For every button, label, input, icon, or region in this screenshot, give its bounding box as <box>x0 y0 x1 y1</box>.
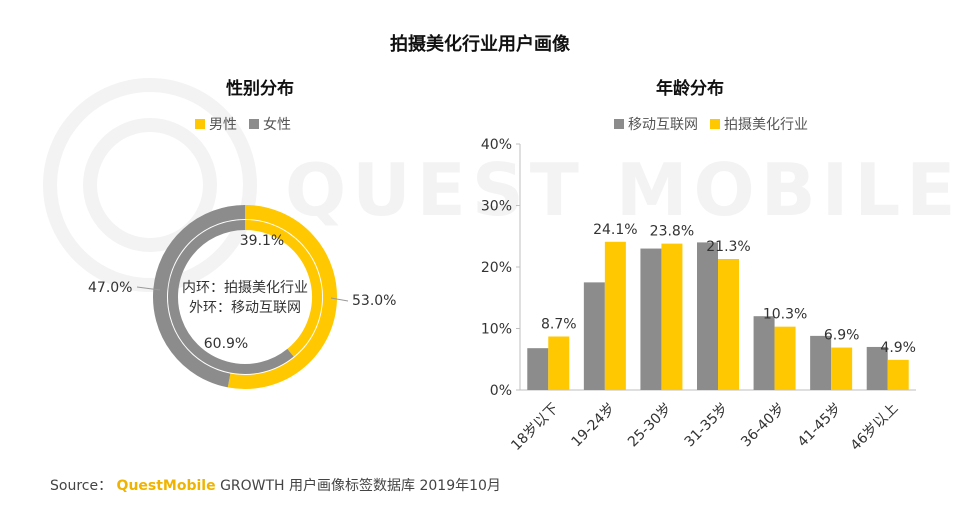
x-tick-label: 46岁以上 <box>848 400 902 454</box>
bar-photo-2 <box>661 243 683 390</box>
bar-internet-2 <box>640 248 662 390</box>
legend-swatch-gray <box>614 119 624 129</box>
y-tick-label: 30% <box>481 199 512 215</box>
outer-ring-label-female: 47.0% <box>88 280 132 296</box>
page-title: 拍摄美化行业用户画像 <box>390 34 570 55</box>
legend-swatch-gray <box>249 119 259 129</box>
bar-photo-5 <box>831 347 853 390</box>
bar-internet-1 <box>583 282 605 390</box>
bar-value-label: 8.7% <box>541 316 577 332</box>
legend-swatch-yellow <box>710 119 720 129</box>
source-label: Source： <box>50 478 113 494</box>
legend-label: 移动互联网 <box>628 117 698 133</box>
bar-value-label: 6.9% <box>824 328 860 344</box>
age-bar-chart: 0% 10% 20% 30% 40% 8.7% 18岁以下 24.1% 19-24岁 23.8% 2… <box>481 137 916 454</box>
outer-ring-slice-0 <box>227 205 337 389</box>
x-tick-label: 18岁以下 <box>508 400 562 454</box>
legend-swatch-yellow <box>195 119 205 129</box>
bar-internet-3 <box>697 242 718 390</box>
y-tick-label: 40% <box>481 137 512 153</box>
bar-internet-6 <box>866 346 888 390</box>
y-tick-label: 10% <box>481 322 512 338</box>
bar-value-label: 4.9% <box>880 340 916 356</box>
inner-ring-slice-1 <box>168 220 294 374</box>
legend-label: 拍摄美化行业 <box>724 117 808 133</box>
bar-photo-4 <box>774 326 796 390</box>
bar-value-label: 10.3% <box>763 307 807 323</box>
legend-label: 女性 <box>263 117 291 133</box>
y-tick-label: 0% <box>490 383 512 399</box>
bar-value-label: 23.8% <box>650 224 694 240</box>
bar-photo-6 <box>887 359 909 390</box>
brand-name: QuestMobile <box>116 478 216 494</box>
age-chart-title: 年龄分布 <box>656 79 724 99</box>
donut-center-text-1: 外环：移动互联网 <box>189 300 301 316</box>
bar-photo-0 <box>548 336 570 390</box>
outer-ring-slice-1 <box>153 205 246 388</box>
legend-item-internet: 移动互联网 <box>614 114 698 134</box>
x-tick-label: 31-35岁 <box>682 400 732 450</box>
x-tick-label: 41-45岁 <box>795 400 845 450</box>
outer-ring-label-male: 53.0% <box>352 293 396 309</box>
bar-value-label: 24.1% <box>593 222 637 238</box>
gender-chart-title: 性别分布 <box>226 79 294 99</box>
bar-photo-1 <box>604 241 626 390</box>
bar-internet-4 <box>753 316 775 390</box>
bar-internet-5 <box>810 335 832 390</box>
inner-ring-label-female: 60.9% <box>204 336 248 352</box>
legend-item-female: 女性 <box>249 114 291 134</box>
bar-value-label: 21.3% <box>706 239 750 255</box>
y-tick-label: 20% <box>481 260 512 276</box>
inner-ring-slice-0 <box>244 220 322 357</box>
legend-item-photo: 拍摄美化行业 <box>710 114 808 134</box>
bar-internet-0 <box>527 348 549 390</box>
watermark-text: QUEST MOBILE <box>285 148 960 232</box>
leader-line-male <box>330 297 349 302</box>
gender-legend: 男性 女性 <box>195 114 297 134</box>
bar-photo-3 <box>718 259 739 390</box>
age-legend: 移动互联网 拍摄美化行业 <box>614 114 814 134</box>
inner-ring-label-male: 39.1% <box>240 233 284 249</box>
leader-line-female <box>136 286 161 291</box>
x-tick-label: 19-24岁 <box>568 400 618 450</box>
source-footer: Source： QuestMobile GROWTH 用户画像标签数据库 201… <box>50 475 501 495</box>
legend-label: 男性 <box>209 117 237 133</box>
x-tick-label: 36-40岁 <box>738 400 788 450</box>
legend-item-male: 男性 <box>195 114 237 134</box>
donut-center-text-0: 内环：拍摄美化行业 <box>182 280 308 296</box>
x-tick-label: 25-30岁 <box>625 400 675 450</box>
source-text: GROWTH 用户画像标签数据库 2019年10月 <box>220 478 501 494</box>
